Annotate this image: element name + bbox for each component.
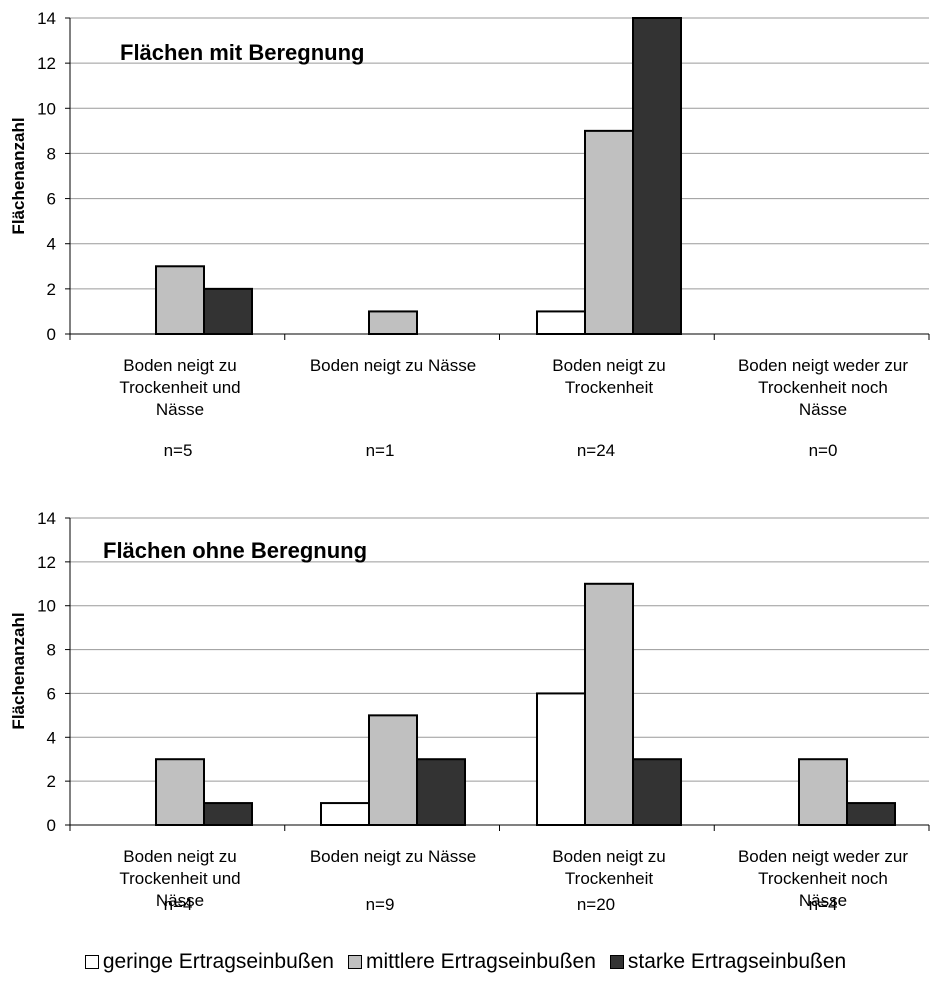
p2-n-label-2: n=9 — [366, 895, 395, 914]
legend-label-geringe: geringe Ertragseinbußen — [102, 950, 334, 973]
p2-y-tick-label-4: 4 — [47, 728, 56, 747]
p1-category-label-1-line-1: Boden neigt zu — [123, 356, 236, 375]
p1-y-tick-label-6: 6 — [47, 190, 56, 209]
p1-y-tick-label-2: 2 — [47, 280, 56, 299]
legend-swatch-mittlere — [347, 955, 362, 969]
p2-y-tick-label-8: 8 — [47, 641, 56, 660]
p1-bar-3-series-3 — [632, 17, 682, 335]
chart-legend: geringe Ertragseinbußen mittlere Ertrags… — [0, 942, 931, 982]
p1-category-label-4-line-3: Nässe — [799, 400, 847, 419]
p1-bar-1-series-2 — [155, 265, 205, 335]
p2-bar-4-series-2 — [798, 758, 848, 827]
p2-chart-title: Flächen ohne Beregnung — [103, 538, 367, 563]
p1-category-label-4-line-2: Trockenheit noch — [758, 378, 888, 397]
p2-n-label-3: n=20 — [577, 895, 615, 914]
p2-category-label-4-line-1: Boden neigt weder zur — [738, 847, 908, 866]
legend-item-mittlere: mittlere Ertragseinbußen — [347, 950, 596, 974]
p1-category-label-3-line-2: Trockenheit — [565, 378, 653, 397]
legend-item-geringe: geringe Ertragseinbußen — [84, 950, 334, 974]
p1-chart-title: Flächen mit Beregnung — [120, 40, 364, 65]
p2-n-label-1: n=4 — [164, 895, 193, 914]
p2-n-label-4: n=4 — [809, 895, 838, 914]
p2-category-label-4-line-2: Trockenheit noch — [758, 869, 888, 888]
p1-n-label-3: n=24 — [577, 441, 615, 460]
p2-bar-2-series-2 — [368, 714, 418, 826]
p1-y-tick-label-0: 0 — [47, 325, 56, 344]
p2-category-label-3-line-1: Boden neigt zu — [552, 847, 665, 866]
p1-y-tick-label-4: 4 — [47, 235, 56, 254]
p1-category-label-1-line-3: Nässe — [156, 400, 204, 419]
p2-bar-3-series-3 — [632, 758, 682, 827]
p2-category-label-3-line-2: Trockenheit — [565, 869, 653, 888]
p2-y-tick-label-14: 14 — [37, 509, 56, 528]
legend-swatch-starke — [609, 955, 624, 969]
p2-category-label-2-line-1: Boden neigt zu Nässe — [310, 847, 476, 866]
p1-bar-1-series-3 — [203, 287, 253, 336]
legend-label-starke: starke Ertragseinbußen — [627, 950, 847, 973]
p2-y-tick-label-10: 10 — [37, 597, 56, 616]
p2-category-label-1-line-1: Boden neigt zu — [123, 847, 236, 866]
p1-category-label-1-line-2: Trockenheit und — [119, 378, 240, 397]
p2-y-axis-label: Flächenanzahl — [9, 612, 28, 729]
legend-label-mittlere: mittlere Ertragseinbußen — [365, 950, 596, 973]
p1-y-tick-label-10: 10 — [37, 99, 56, 118]
p2-bar-2-series-3 — [416, 758, 466, 827]
p2-y-tick-label-12: 12 — [37, 553, 56, 572]
p1-n-label-2: n=1 — [366, 441, 395, 460]
p2-category-label-4-line-3: Nässe — [799, 891, 847, 910]
p2-category-label-1-line-3: Nässe — [156, 891, 204, 910]
p1-n-label-1: n=5 — [164, 441, 193, 460]
p1-bar-3-series-1 — [536, 310, 586, 335]
p2-y-tick-label-0: 0 — [47, 816, 56, 835]
p1-y-tick-label-14: 14 — [37, 9, 56, 28]
p1-bar-3-series-2 — [584, 129, 634, 335]
p1-y-tick-label-12: 12 — [37, 54, 56, 73]
legend-swatch-geringe — [84, 955, 99, 969]
p2-bar-2-series-1 — [320, 802, 370, 826]
p1-n-label-4: n=0 — [809, 441, 838, 460]
p2-bar-3-series-1 — [536, 692, 586, 827]
p1-y-axis-label: Flächenanzahl — [9, 117, 28, 234]
p1-y-tick-label-8: 8 — [47, 144, 56, 163]
p1-category-label-3-line-1: Boden neigt zu — [552, 356, 665, 375]
p2-category-label-1-line-2: Trockenheit und — [119, 869, 240, 888]
p1-category-label-2-line-1: Boden neigt zu Nässe — [310, 356, 476, 375]
p1-category-label-4-line-1: Boden neigt weder zur — [738, 356, 908, 375]
p2-bar-4-series-3 — [846, 802, 896, 826]
p2-bar-1-series-2 — [155, 758, 205, 827]
legend-item-starke: starke Ertragseinbußen — [609, 950, 847, 974]
p2-y-tick-label-2: 2 — [47, 772, 56, 791]
p1-bar-2-series-2 — [368, 310, 418, 335]
p2-bar-3-series-2 — [584, 582, 634, 826]
p2-y-tick-label-6: 6 — [47, 684, 56, 703]
p2-bar-1-series-3 — [203, 802, 253, 826]
